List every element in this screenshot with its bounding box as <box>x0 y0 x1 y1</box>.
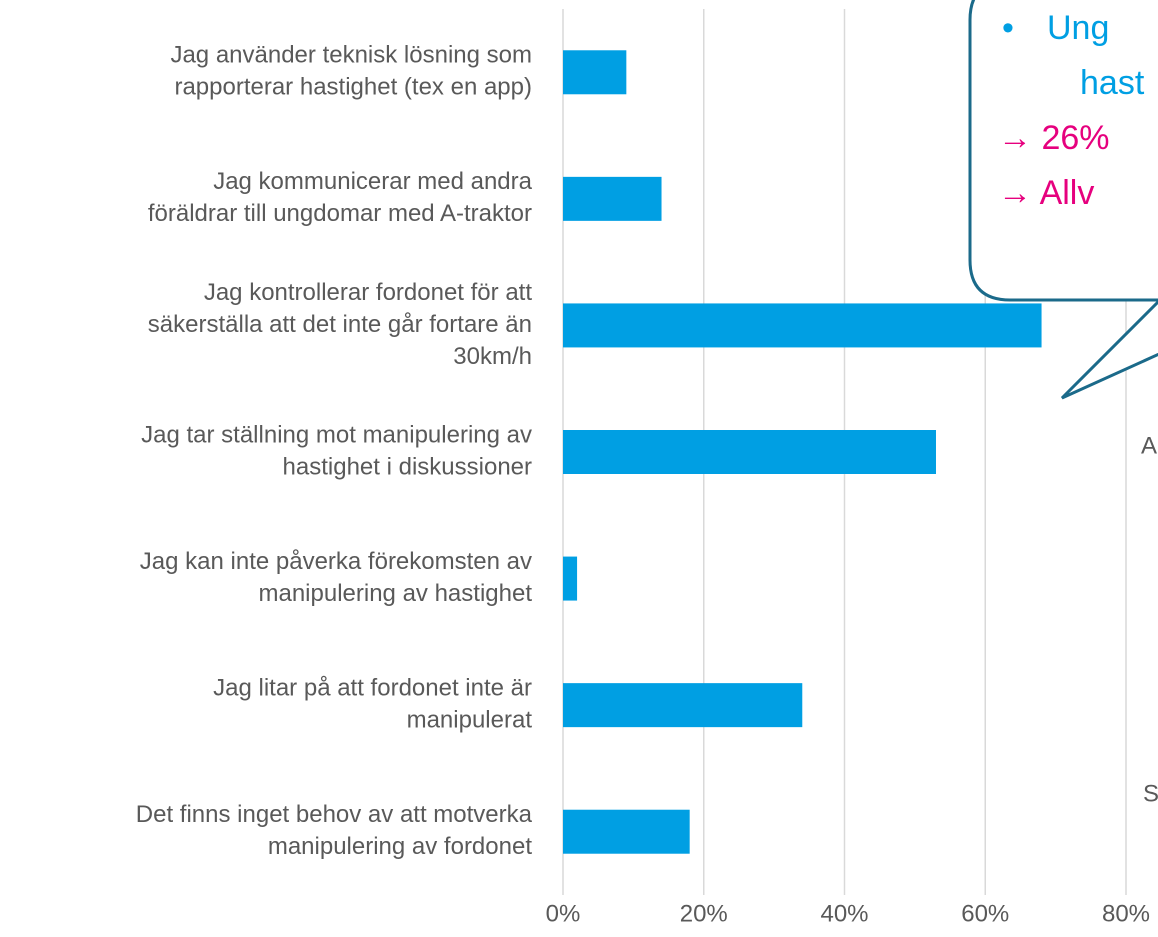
y-tick-label: Jag använder teknisk lösning som <box>170 42 532 69</box>
y-tick-label: Jag kommunicerar med andra <box>213 168 532 195</box>
x-tick-label: 0% <box>546 900 581 927</box>
y-tick-label: hastighet i diskussioner <box>283 453 532 480</box>
callout-box <box>968 0 1158 400</box>
y-tick-label: manipulering av hastighet <box>258 580 532 607</box>
y-tick-label: manipulerat <box>407 706 533 733</box>
bar <box>563 683 803 728</box>
y-tick-label: Jag kan inte påverka förekomsten av <box>140 548 532 575</box>
callout-text: → 26% <box>998 119 1110 157</box>
y-tick-label: föräldrar till ungdomar med A-traktor <box>148 200 532 227</box>
x-tick-label: 40% <box>820 900 868 927</box>
y-tick-label: Jag litar på att fordonet inte är <box>213 674 532 701</box>
callout-text: Ung <box>1047 9 1109 47</box>
bar <box>563 176 662 221</box>
bar <box>563 50 627 95</box>
x-tick-label: 80% <box>1102 900 1150 927</box>
callout-text: hast <box>1080 64 1145 102</box>
callout-text: → Allv <box>998 174 1094 212</box>
y-tick-label: 30km/h <box>453 343 532 370</box>
y-tick-label: säkerställa att det inte går fortare än <box>148 311 532 338</box>
annotation: S <box>1143 780 1158 807</box>
x-tick-label: 20% <box>680 900 728 927</box>
x-tick-label: 60% <box>961 900 1009 927</box>
callout-bullet: • <box>1002 9 1014 47</box>
y-tick-label: rapporterar hastighet (tex en app) <box>174 74 532 101</box>
y-tick-label: Jag tar ställning mot manipulering av <box>141 421 532 448</box>
bar <box>563 556 578 601</box>
y-tick-label: manipulering av fordonet <box>268 833 532 860</box>
bar <box>563 430 936 474</box>
annotation: A <box>1141 432 1157 459</box>
y-tick-label: Det finns inget behov av att motverka <box>136 801 533 828</box>
y-tick-label: Jag kontrollerar fordonet för att <box>204 279 533 306</box>
bar <box>563 303 1042 348</box>
bar <box>563 809 690 854</box>
